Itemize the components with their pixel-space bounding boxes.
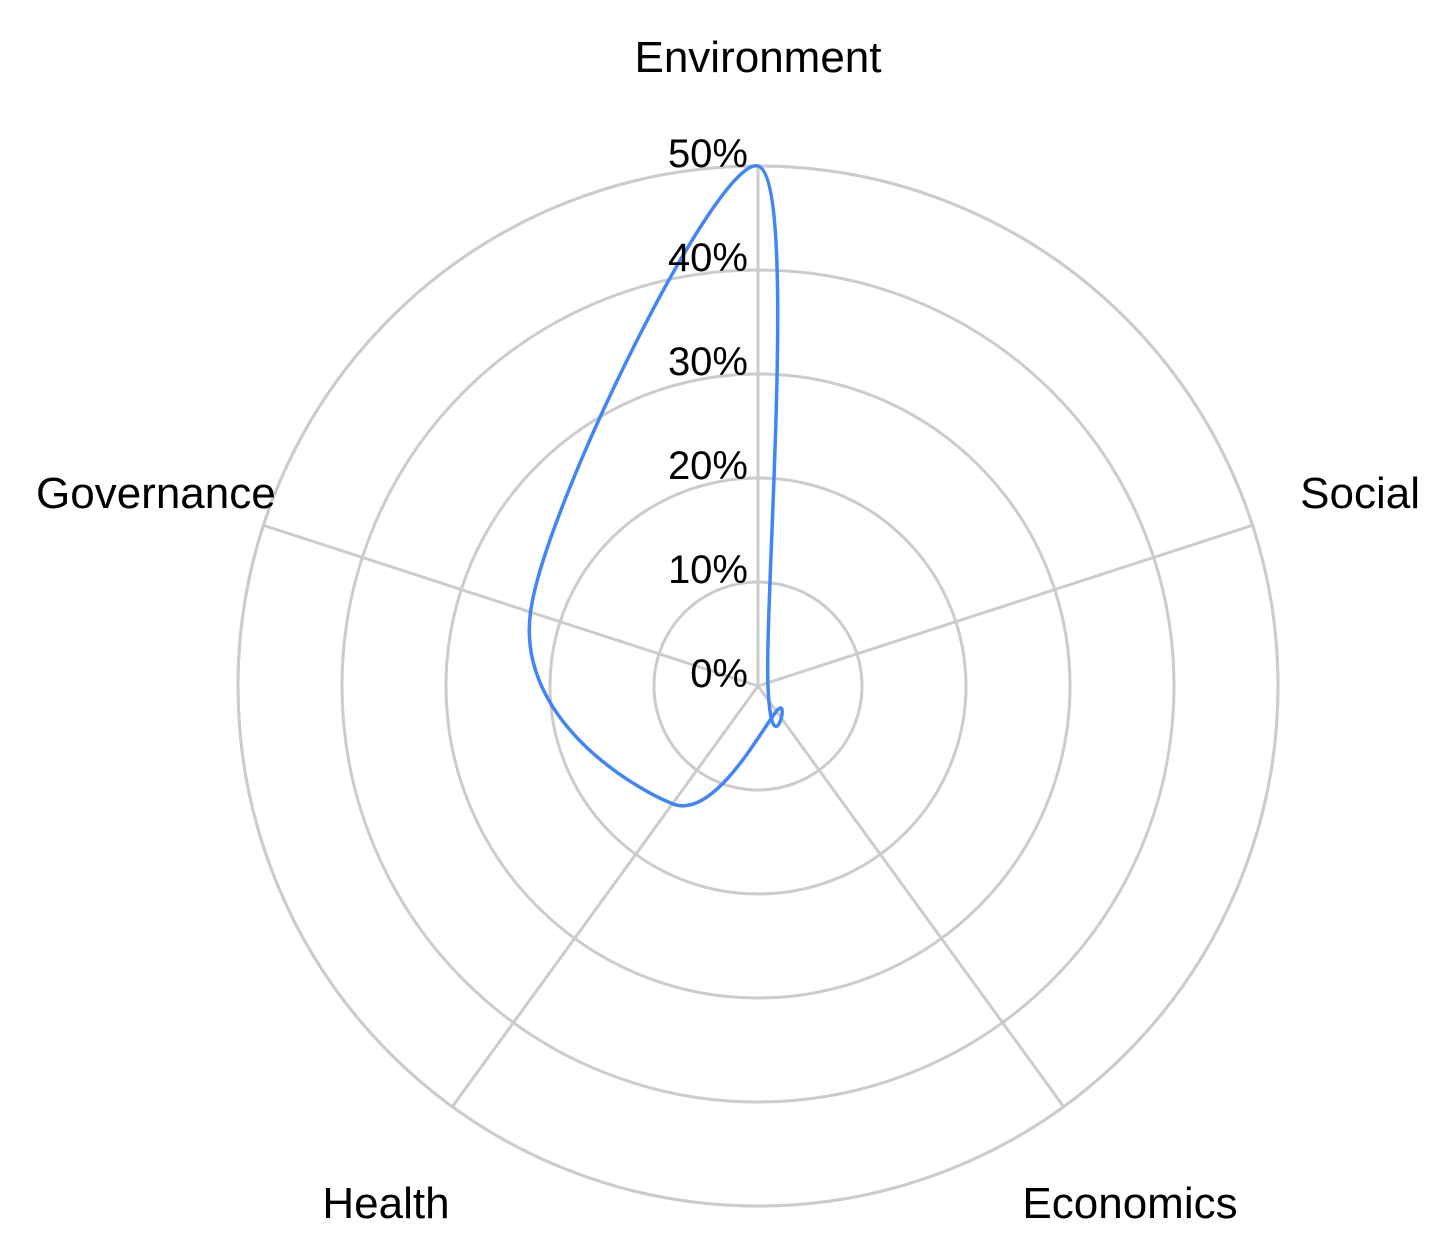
- category-label-environment: Environment: [634, 33, 881, 82]
- category-spokes: [262, 166, 1254, 1108]
- category-labels: Environment Social Economics Health Governan…: [36, 33, 1420, 1228]
- tick-label: 10%: [668, 548, 748, 592]
- tick-label: 20%: [668, 444, 748, 488]
- category-label-economics: Economics: [1022, 1179, 1237, 1228]
- tick-label: 50%: [668, 132, 748, 176]
- tick-label: 0%: [690, 652, 748, 696]
- tick-labels: 0% 10% 20% 30% 40% 50%: [668, 132, 748, 696]
- spoke-economics: [756, 685, 1065, 1108]
- spoke-governance: [262, 523, 759, 688]
- category-label-governance: Governance: [36, 469, 276, 518]
- tick-label: 40%: [668, 236, 748, 280]
- spoke-social: [757, 523, 1254, 688]
- category-label-social: Social: [1300, 469, 1420, 518]
- series-line-0: [527, 164, 784, 808]
- category-label-health: Health: [322, 1179, 449, 1228]
- series-layer: [527, 164, 784, 808]
- spoke-health: [451, 685, 760, 1108]
- tick-label: 30%: [668, 340, 748, 384]
